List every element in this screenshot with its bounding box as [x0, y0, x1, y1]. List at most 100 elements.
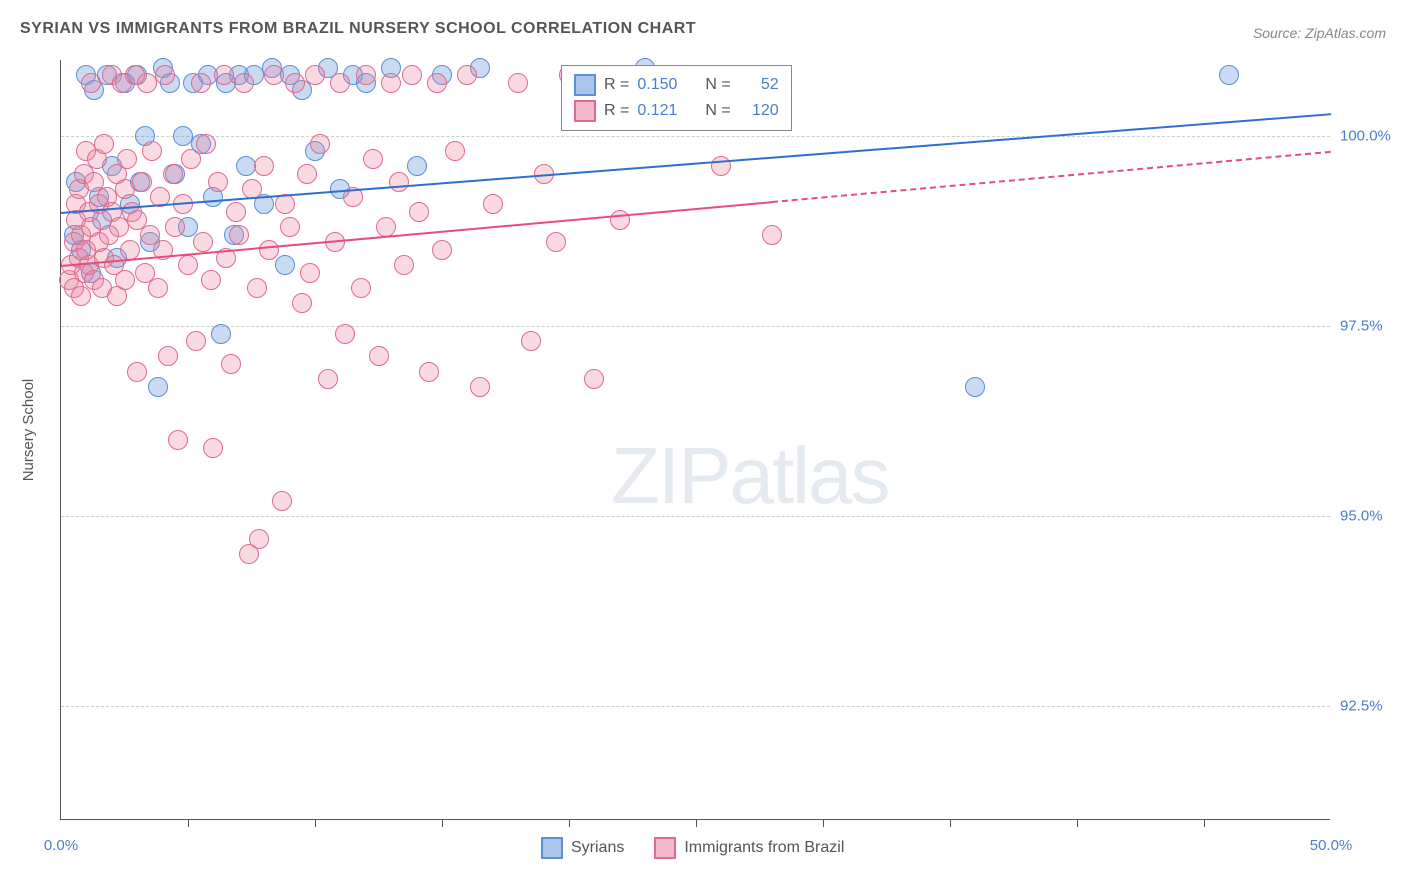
- scatter-point: [168, 430, 188, 450]
- legend-item: Syrians: [541, 837, 624, 859]
- scatter-point: [508, 73, 528, 93]
- scatter-point: [330, 73, 350, 93]
- scatter-point: [402, 65, 422, 85]
- trend-line: [772, 151, 1331, 203]
- scatter-point: [280, 217, 300, 237]
- chart-title: SYRIAN VS IMMIGRANTS FROM BRAZIL NURSERY…: [20, 20, 696, 38]
- scatter-point: [521, 331, 541, 351]
- scatter-point: [389, 172, 409, 192]
- scatter-point: [432, 240, 452, 260]
- scatter-point: [181, 149, 201, 169]
- scatter-point: [211, 324, 231, 344]
- legend-swatch: [574, 74, 596, 96]
- scatter-point: [178, 255, 198, 275]
- x-tick: [950, 819, 951, 827]
- scatter-point: [483, 194, 503, 214]
- legend-swatch: [574, 100, 596, 122]
- x-tick: [1204, 819, 1205, 827]
- x-tick: [188, 819, 189, 827]
- scatter-point: [409, 202, 429, 222]
- y-tick-label: 92.5%: [1340, 698, 1400, 715]
- legend-label: Syrians: [571, 839, 624, 857]
- scatter-point: [762, 225, 782, 245]
- y-tick-label: 95.0%: [1340, 508, 1400, 525]
- scatter-point: [297, 164, 317, 184]
- scatter-point: [155, 65, 175, 85]
- scatter-point: [275, 194, 295, 214]
- scatter-point: [272, 491, 292, 511]
- scatter-point: [115, 270, 135, 290]
- scatter-point: [546, 232, 566, 252]
- scatter-point: [229, 225, 249, 245]
- scatter-point: [165, 217, 185, 237]
- scatter-point: [94, 134, 114, 154]
- legend-n-label: N =: [705, 76, 730, 94]
- scatter-point: [264, 65, 284, 85]
- scatter-point: [214, 65, 234, 85]
- scatter-point: [305, 65, 325, 85]
- x-tick: [1077, 819, 1078, 827]
- scatter-point: [148, 278, 168, 298]
- legend-label: Immigrants from Brazil: [684, 839, 844, 857]
- scatter-point: [132, 172, 152, 192]
- scatter-point: [457, 65, 477, 85]
- scatter-point: [381, 73, 401, 93]
- x-tick: [442, 819, 443, 827]
- x-tick: [569, 819, 570, 827]
- scatter-point: [292, 293, 312, 313]
- scatter-point: [445, 141, 465, 161]
- legend-swatch: [654, 837, 676, 859]
- legend-row: R =0.121N =120: [574, 98, 779, 124]
- x-tick-label: 0.0%: [44, 837, 78, 854]
- gridline: [61, 706, 1330, 707]
- watermark: ZIPatlas: [611, 430, 888, 522]
- scatter-point: [254, 156, 274, 176]
- scatter-point: [208, 172, 228, 192]
- legend-correlation: R =0.150N =52R =0.121N =120: [561, 65, 792, 131]
- scatter-point: [335, 324, 355, 344]
- gridline: [61, 136, 1330, 137]
- scatter-point: [285, 73, 305, 93]
- scatter-point: [356, 65, 376, 85]
- scatter-point: [120, 240, 140, 260]
- legend-r-label: R =: [604, 102, 629, 120]
- legend-r-value: 0.150: [637, 76, 697, 94]
- scatter-point: [394, 255, 414, 275]
- legend-n-value: 52: [739, 76, 779, 94]
- legend-r-label: R =: [604, 76, 629, 94]
- legend-n-label: N =: [705, 102, 730, 120]
- y-tick-label: 97.5%: [1340, 318, 1400, 335]
- scatter-point: [318, 369, 338, 389]
- scatter-point: [201, 270, 221, 290]
- scatter-point: [127, 362, 147, 382]
- scatter-point: [363, 149, 383, 169]
- source-credit: Source: ZipAtlas.com: [1253, 25, 1386, 41]
- scatter-point: [221, 354, 241, 374]
- gridline: [61, 516, 1330, 517]
- scatter-point: [470, 377, 490, 397]
- scatter-point: [234, 73, 254, 93]
- legend-row: R = 0.150 N = 52: [574, 72, 779, 98]
- legend-r-value: 0.121: [637, 102, 697, 120]
- scatter-point: [186, 331, 206, 351]
- scatter-point: [142, 141, 162, 161]
- x-tick: [823, 819, 824, 827]
- y-tick-label: 100.0%: [1340, 128, 1400, 145]
- scatter-point: [427, 73, 447, 93]
- scatter-point: [584, 369, 604, 389]
- plot-area: ZIPatlas R =0.150N =52R =0.121N =120 Syr…: [60, 60, 1330, 820]
- scatter-point: [247, 278, 267, 298]
- scatter-point: [148, 377, 168, 397]
- scatter-point: [275, 255, 295, 275]
- scatter-point: [249, 529, 269, 549]
- y-axis-label: Nursery School: [20, 379, 37, 482]
- x-tick: [696, 819, 697, 827]
- scatter-point: [300, 263, 320, 283]
- scatter-point: [163, 164, 183, 184]
- scatter-point: [310, 134, 330, 154]
- scatter-point: [203, 438, 223, 458]
- legend-item: Immigrants from Brazil: [654, 837, 844, 859]
- scatter-point: [259, 240, 279, 260]
- scatter-point: [610, 210, 630, 230]
- scatter-point: [965, 377, 985, 397]
